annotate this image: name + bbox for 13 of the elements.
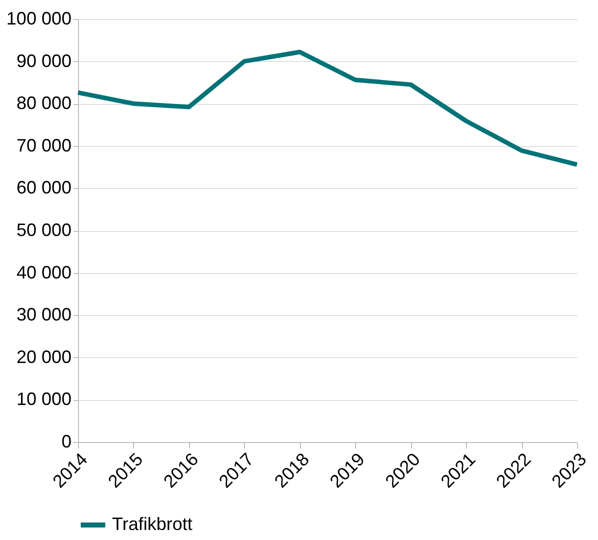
y-tick-label: 80 000 <box>16 93 72 114</box>
y-tick-label: 90 000 <box>16 50 72 71</box>
y-tick-label: 0 <box>61 432 72 452</box>
y-tick-label: 30 000 <box>16 304 72 325</box>
y-tick-label: 40 000 <box>16 262 72 282</box>
line-series <box>76 50 580 167</box>
y-tick-label: 100 000 <box>6 8 72 28</box>
y-tick-label: 10 000 <box>16 389 72 410</box>
legend-label: Trafikbrott <box>112 514 192 534</box>
y-tick-label: 60 000 <box>16 178 72 198</box>
y-tick-label: 20 000 <box>16 346 72 367</box>
y-tick-label: 70 000 <box>16 135 72 156</box>
y-tick-label: 50 000 <box>16 220 72 240</box>
